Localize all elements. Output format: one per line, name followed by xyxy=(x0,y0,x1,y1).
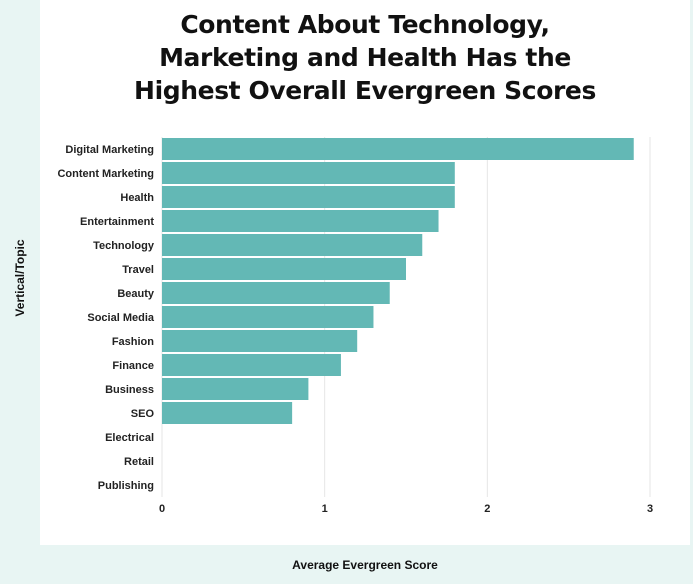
category-label: Social Media xyxy=(87,312,155,324)
category-label: Health xyxy=(120,192,154,204)
category-label: Retail xyxy=(124,456,154,468)
bar xyxy=(162,138,634,160)
x-tick-label: 2 xyxy=(484,503,490,515)
category-label: Finance xyxy=(112,360,154,372)
category-label: SEO xyxy=(131,408,155,420)
bar xyxy=(162,210,439,232)
bar xyxy=(162,402,293,424)
x-tick-label: 3 xyxy=(647,503,653,515)
bar xyxy=(162,330,358,352)
category-label: Travel xyxy=(122,264,154,276)
bar xyxy=(162,234,423,256)
bar xyxy=(162,306,374,328)
category-label: Content Marketing xyxy=(57,168,154,180)
x-axis-label: Average Evergreen Score xyxy=(292,558,438,572)
category-label: Technology xyxy=(93,240,155,252)
bar xyxy=(162,186,455,208)
category-label: Electrical xyxy=(105,432,154,444)
chart-title: Content About Technology, Marketing and … xyxy=(40,8,690,107)
bar xyxy=(162,282,390,304)
x-tick-label: 1 xyxy=(322,503,328,515)
category-label: Beauty xyxy=(117,288,155,300)
x-tick-label: 0 xyxy=(159,503,165,515)
chart-title-line-1: Content About Technology, xyxy=(180,10,550,39)
bar xyxy=(162,258,406,280)
chart-title-line-2: Marketing and Health Has the xyxy=(159,43,571,72)
bar xyxy=(162,354,341,376)
bar xyxy=(162,162,455,184)
chart-title-line-3: Highest Overall Evergreen Scores xyxy=(134,76,596,105)
category-label: Fashion xyxy=(112,336,154,348)
category-label: Publishing xyxy=(98,480,154,492)
bar xyxy=(162,378,309,400)
category-label: Business xyxy=(105,384,154,396)
category-label: Digital Marketing xyxy=(65,144,154,156)
category-label: Entertainment xyxy=(80,216,154,228)
